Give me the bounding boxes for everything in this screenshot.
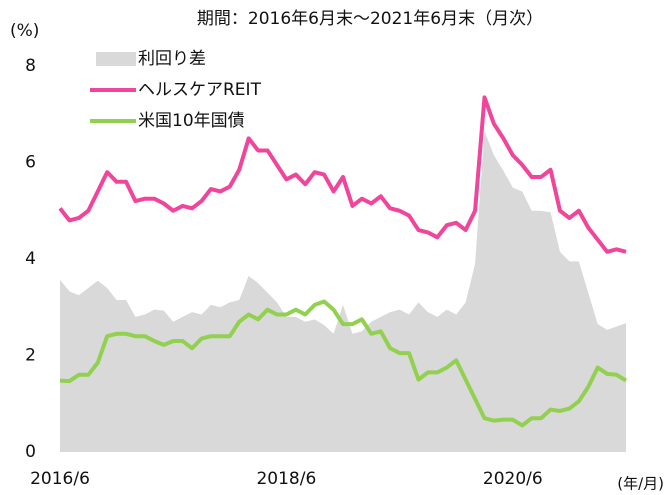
area xyxy=(60,131,626,452)
x-tick-label: 2016/6 xyxy=(30,469,90,489)
y-tick-label: 0 xyxy=(25,442,36,462)
y-axis-label: (%) xyxy=(10,21,39,41)
x-axis-label: (年/月) xyxy=(617,475,664,493)
line xyxy=(59,299,628,428)
chart-title: 期間：2016年6月末～2021年6月末（月次） xyxy=(197,9,543,29)
y-tick-label: 6 xyxy=(25,153,36,173)
x-tick-label: 2018/6 xyxy=(256,469,316,489)
y-tick-label: 8 xyxy=(25,56,36,76)
y-tick-label: 2 xyxy=(25,346,36,366)
legend-label: 利回り差 xyxy=(138,49,206,69)
line xyxy=(58,95,627,254)
x-tick-label: 2020/6 xyxy=(483,469,543,489)
legend-label: ヘルスケアREIT xyxy=(138,80,262,100)
legend-label: 米国10年国債 xyxy=(138,111,245,131)
y-tick-label: 4 xyxy=(25,249,36,269)
legend-swatch xyxy=(96,52,136,66)
